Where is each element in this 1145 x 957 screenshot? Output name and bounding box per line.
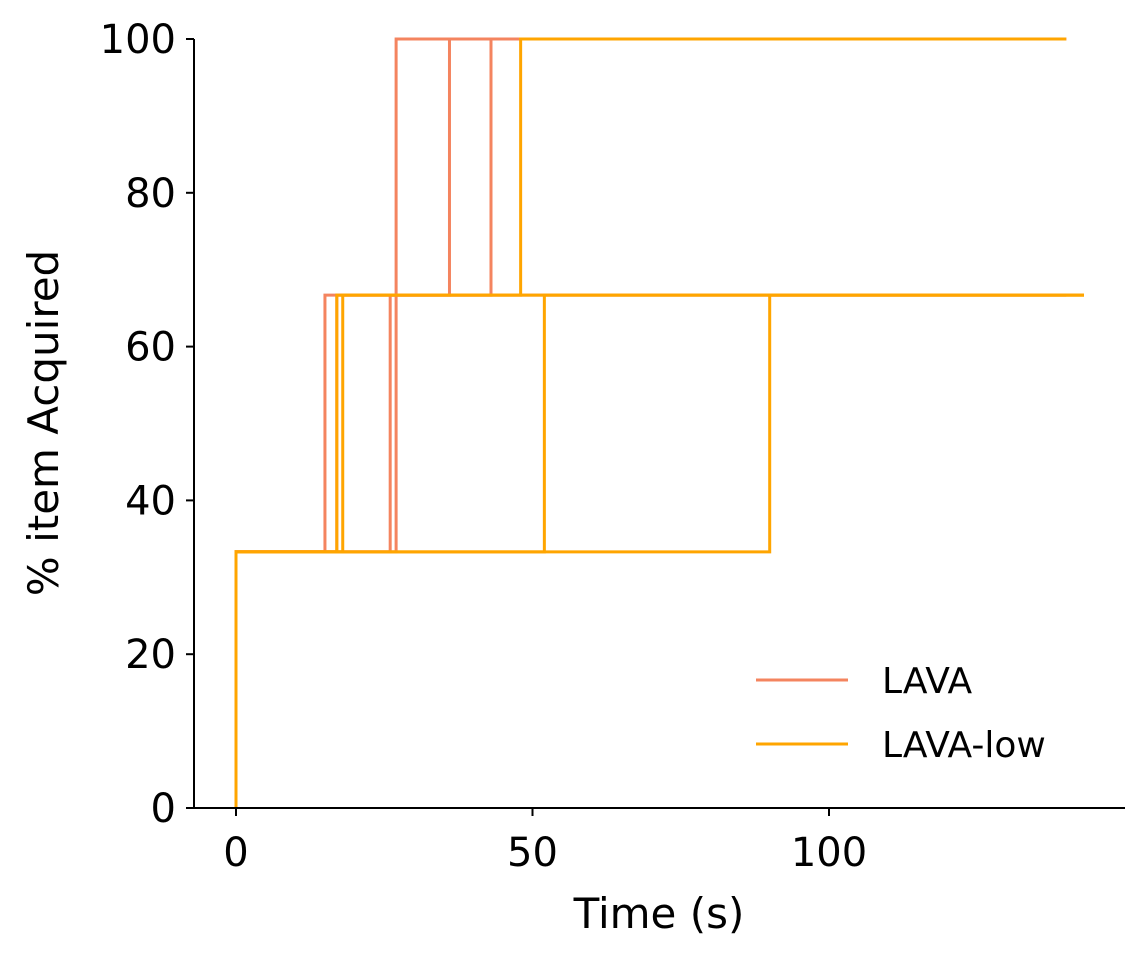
y-tick-label: 40 xyxy=(125,478,176,524)
legend-label-lava: LAVA xyxy=(882,661,973,702)
y-tick-label: 20 xyxy=(125,632,176,678)
y-tick-label: 60 xyxy=(125,325,176,371)
x-tick-label: 0 xyxy=(223,830,248,876)
y-tick-label: 80 xyxy=(125,171,176,217)
y-tick-label: 0 xyxy=(151,786,176,832)
y-tick-label: 100 xyxy=(100,17,176,63)
series-lines xyxy=(234,37,1084,808)
x-ticks: 0 50 100 xyxy=(223,808,867,876)
x-tick-label: 50 xyxy=(507,830,558,876)
y-ticks: 0 20 40 60 80 100 xyxy=(100,17,194,832)
series-line-8 xyxy=(234,293,1084,808)
x-axis-label: Time (s) xyxy=(573,889,745,938)
legend: LAVA LAVA-low xyxy=(756,661,1046,766)
legend-label-lava-low: LAVA-low xyxy=(882,725,1046,766)
x-tick-label: 100 xyxy=(791,830,867,876)
y-axis-label: % item Acquired xyxy=(19,250,68,596)
